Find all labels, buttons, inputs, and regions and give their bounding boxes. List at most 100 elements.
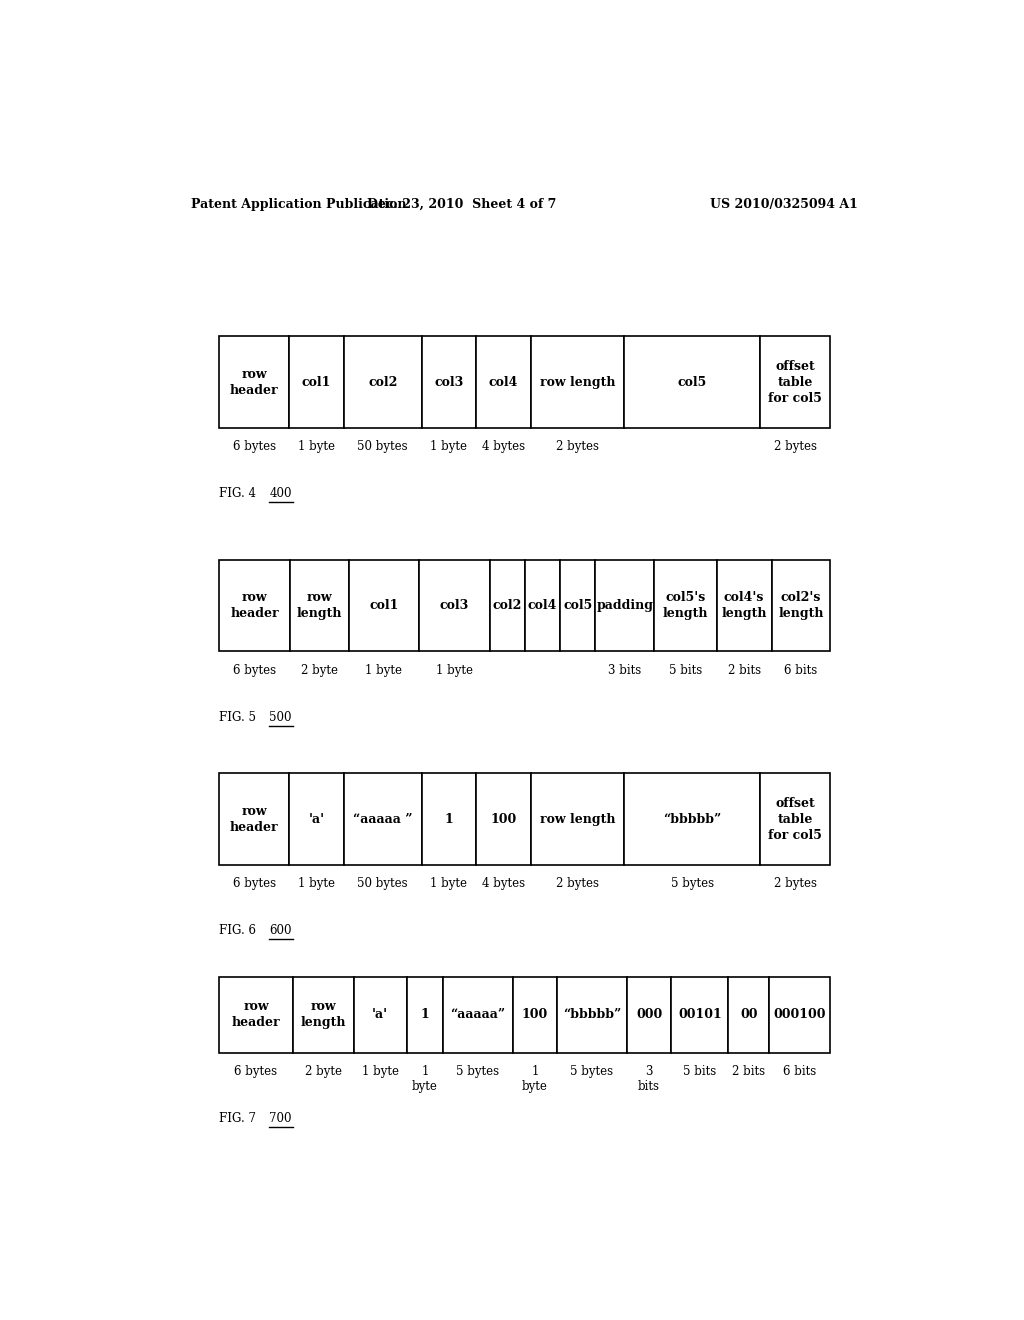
Text: 00: 00 <box>740 1008 758 1022</box>
Bar <box>624 337 760 428</box>
Text: row
header: row header <box>230 367 279 396</box>
Text: 50 bytes: 50 bytes <box>357 440 408 453</box>
Text: 2 bytes: 2 bytes <box>774 876 817 890</box>
Text: 1 byte: 1 byte <box>366 664 402 677</box>
Text: col2: col2 <box>368 375 397 388</box>
Bar <box>348 560 419 651</box>
Text: 5 bits: 5 bits <box>669 664 702 677</box>
Bar <box>219 774 290 865</box>
Text: padding: padding <box>596 599 653 612</box>
Text: 50 bytes: 50 bytes <box>357 876 408 890</box>
Text: 2 bytes: 2 bytes <box>556 440 599 453</box>
Bar <box>290 560 348 651</box>
Text: FIG. 7: FIG. 7 <box>219 1113 256 1126</box>
Text: 4 bytes: 4 bytes <box>482 440 525 453</box>
Text: 4 bytes: 4 bytes <box>482 876 525 890</box>
Text: row length: row length <box>540 375 615 388</box>
Text: Dec. 23, 2010  Sheet 4 of 7: Dec. 23, 2010 Sheet 4 of 7 <box>367 198 556 211</box>
Text: row
header: row header <box>230 805 279 833</box>
Bar <box>219 337 290 428</box>
Text: 2 bits: 2 bits <box>732 1065 765 1078</box>
Text: col4: col4 <box>488 375 518 388</box>
Text: “aaaaa”: “aaaaa” <box>451 1008 506 1022</box>
Bar <box>290 337 344 428</box>
Bar <box>654 560 717 651</box>
Text: US 2010/0325094 A1: US 2010/0325094 A1 <box>711 198 858 211</box>
Bar <box>344 774 422 865</box>
Bar <box>443 977 513 1053</box>
Text: 6 bytes: 6 bytes <box>232 664 276 677</box>
Text: 'a': 'a' <box>308 813 325 825</box>
Text: 2 bytes: 2 bytes <box>556 876 599 890</box>
Bar <box>595 560 654 651</box>
Text: offset
table
for col5: offset table for col5 <box>768 359 822 404</box>
Text: 5 bytes: 5 bytes <box>457 1065 500 1078</box>
Text: col2's
length: col2's length <box>778 591 823 620</box>
Text: 2 byte: 2 byte <box>305 1065 342 1078</box>
Text: 'a': 'a' <box>372 1008 388 1022</box>
Text: 1 byte: 1 byte <box>361 1065 398 1078</box>
Text: row
header: row header <box>231 1001 281 1030</box>
Text: col5's
length: col5's length <box>663 591 709 620</box>
Bar <box>513 977 557 1053</box>
Bar <box>219 977 293 1053</box>
Text: 2 bytes: 2 bytes <box>774 440 817 453</box>
Text: col5: col5 <box>563 599 592 612</box>
Text: row
length: row length <box>296 591 342 620</box>
Text: 3 bits: 3 bits <box>608 664 641 677</box>
Text: 1 byte: 1 byte <box>436 664 473 677</box>
Text: 6 bytes: 6 bytes <box>232 876 275 890</box>
Text: 000: 000 <box>636 1008 663 1022</box>
Bar <box>530 337 624 428</box>
Text: col2: col2 <box>493 599 522 612</box>
Text: 1: 1 <box>421 1008 429 1022</box>
Bar <box>717 560 771 651</box>
Text: 00101: 00101 <box>678 1008 722 1022</box>
Bar <box>353 977 407 1053</box>
Text: 700: 700 <box>269 1113 292 1126</box>
Text: 1
byte: 1 byte <box>522 1065 548 1093</box>
Bar <box>476 337 530 428</box>
Bar <box>344 337 422 428</box>
Text: 6 bits: 6 bits <box>784 664 817 677</box>
Text: 600: 600 <box>269 924 292 937</box>
Text: 100: 100 <box>522 1008 548 1022</box>
Text: offset
table
for col5: offset table for col5 <box>768 796 822 842</box>
Text: “bbbbb”: “bbbbb” <box>563 1008 622 1022</box>
Text: 1 byte: 1 byte <box>430 876 467 890</box>
Bar <box>530 774 624 865</box>
Text: 5 bits: 5 bits <box>683 1065 717 1078</box>
Text: col3: col3 <box>439 599 469 612</box>
Bar <box>557 977 627 1053</box>
Text: 6 bits: 6 bits <box>783 1065 816 1078</box>
Bar <box>627 977 672 1053</box>
Text: 6 bytes: 6 bytes <box>232 440 275 453</box>
Text: 2 bits: 2 bits <box>728 664 761 677</box>
Bar <box>760 774 830 865</box>
Text: col1: col1 <box>302 375 331 388</box>
Text: 1 byte: 1 byte <box>430 440 467 453</box>
Text: 1 byte: 1 byte <box>298 440 335 453</box>
Bar <box>728 977 769 1053</box>
Text: “aaaaa ”: “aaaaa ” <box>353 813 413 825</box>
Text: 5 bytes: 5 bytes <box>671 876 714 890</box>
Text: row
header: row header <box>230 591 279 620</box>
Bar <box>293 977 353 1053</box>
Bar <box>422 774 476 865</box>
Text: 1: 1 <box>444 813 454 825</box>
Bar <box>672 977 728 1053</box>
Bar <box>560 560 595 651</box>
Text: “bbbbb”: “bbbbb” <box>663 813 721 825</box>
Text: col4's
length: col4's length <box>722 591 767 620</box>
Bar <box>489 560 524 651</box>
Bar <box>769 977 830 1053</box>
Text: col1: col1 <box>369 599 398 612</box>
Text: row
length: row length <box>300 1001 346 1030</box>
Text: 000100: 000100 <box>773 1008 826 1022</box>
Bar <box>290 774 344 865</box>
Text: 6 bytes: 6 bytes <box>234 1065 278 1078</box>
Bar <box>771 560 830 651</box>
Text: 5 bytes: 5 bytes <box>570 1065 613 1078</box>
Text: FIG. 5: FIG. 5 <box>219 711 256 723</box>
Bar <box>422 337 476 428</box>
